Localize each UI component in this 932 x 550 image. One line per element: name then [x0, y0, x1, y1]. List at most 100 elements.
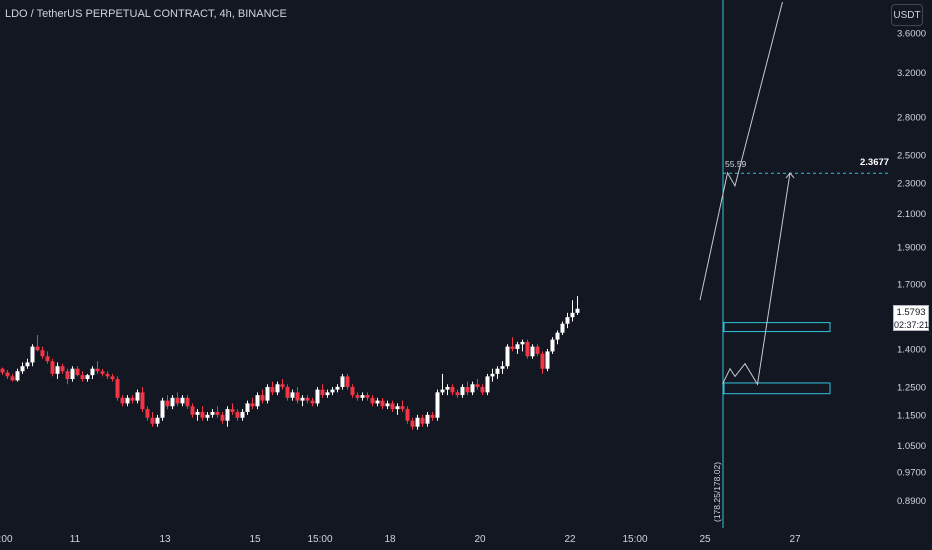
candle-body: [260, 395, 265, 401]
candle-body: [270, 386, 275, 393]
candle-body: [75, 368, 80, 376]
candle-body: [25, 362, 30, 367]
candle-body: [315, 389, 320, 404]
x-tick-label: 20: [474, 534, 486, 545]
candle-body: [320, 389, 325, 396]
candle-body: [470, 384, 475, 393]
candle-body: [250, 403, 255, 407]
candle-body: [30, 346, 35, 363]
candle-body: [225, 409, 230, 421]
candle-body: [40, 350, 45, 357]
x-tick-label: 15: [249, 534, 261, 545]
path-lower-line: [722, 172, 791, 386]
x-tick-label: 15:00: [307, 534, 332, 545]
candle-body: [475, 384, 480, 387]
x-tick-label: 25: [699, 534, 711, 545]
candle-body: [360, 395, 365, 398]
chart-title: LDO / TetherUS PERPETUAL CONTRACT, 4h, B…: [5, 8, 287, 20]
currency-unit-button[interactable]: USDT: [891, 4, 923, 26]
candle-body: [90, 368, 95, 376]
candle-body: [65, 371, 70, 380]
last-price-value: 1.5793: [896, 307, 926, 318]
candle-body: [140, 392, 145, 410]
candle-body: [575, 308, 580, 313]
candle-body: [200, 411, 205, 418]
candle-body: [450, 386, 455, 393]
candle-body: [385, 403, 390, 407]
y-tick-label: 1.2500: [897, 382, 926, 393]
bar-countdown: 02:37:21: [894, 320, 930, 330]
candle-body: [445, 386, 450, 390]
candle-body: [125, 397, 130, 404]
candle-body: [345, 376, 350, 387]
candle-body: [290, 392, 295, 398]
candle-body: [265, 386, 270, 401]
upper-zone-box: [723, 322, 831, 333]
candle-body: [565, 317, 570, 324]
candle-body: [130, 397, 135, 401]
candle-body: [5, 372, 10, 377]
candle-body: [15, 371, 20, 381]
candle-body: [110, 376, 115, 380]
candle-body: [60, 366, 65, 372]
candle-body: [215, 411, 220, 415]
candle-body: [480, 386, 485, 393]
candle-body: [570, 312, 575, 318]
candle-body: [555, 332, 560, 340]
y-tick-label: 2.5000: [897, 151, 926, 162]
candle-body: [195, 411, 200, 415]
candle-body: [400, 406, 405, 410]
candle-body: [190, 406, 195, 415]
candle-body: [355, 395, 360, 398]
candle-body: [305, 397, 310, 401]
candle-body: [185, 397, 190, 407]
y-tick-label: 0.8900: [897, 496, 926, 507]
candle-body: [220, 414, 225, 421]
y-tick-label: 1.0500: [897, 441, 926, 452]
candle-body: [420, 417, 425, 424]
candle-body: [120, 397, 125, 404]
x-tick-label: 11: [70, 534, 81, 545]
candle-body: [240, 411, 245, 418]
candle-body: [425, 414, 430, 424]
x-tick-label: 18: [384, 534, 396, 545]
candle-body: [490, 373, 495, 377]
candle-body: [485, 376, 490, 393]
target-right-label: 2.3677: [860, 157, 889, 168]
candle-body: [0, 368, 5, 373]
candle-body: [455, 392, 460, 396]
x-tick-label: 15:00: [622, 534, 647, 545]
candle-body: [495, 368, 500, 374]
candle-body: [160, 400, 165, 418]
candle-body: [375, 400, 380, 404]
candle-body: [205, 414, 210, 418]
candle-body: [230, 409, 235, 412]
candle-body: [150, 417, 155, 424]
y-tick-label: 2.3000: [897, 178, 926, 189]
candle-body: [135, 392, 140, 401]
candle-body: [95, 368, 100, 372]
candle-body: [165, 400, 170, 407]
candle-body: [545, 351, 550, 369]
candle-body: [430, 414, 435, 418]
candle-body: [45, 356, 50, 362]
candle-body: [335, 386, 340, 390]
candle-body: [285, 386, 290, 398]
candle-body: [310, 400, 315, 404]
candle-body: [465, 386, 470, 393]
candle-body: [180, 397, 185, 404]
candle-body: [350, 386, 355, 396]
x-tick-label: 22: [564, 534, 576, 545]
candle-body: [145, 409, 150, 418]
candle-body: [55, 366, 60, 374]
candle-body: [370, 397, 375, 404]
candle-body: [170, 397, 175, 407]
candle-body: [560, 323, 565, 333]
candle-body: [510, 346, 515, 350]
candle-body: [35, 346, 40, 351]
path-upper-line: [699, 1, 783, 301]
candle-body: [395, 406, 400, 410]
candle-body: [85, 375, 90, 380]
candle-body: [380, 400, 385, 407]
